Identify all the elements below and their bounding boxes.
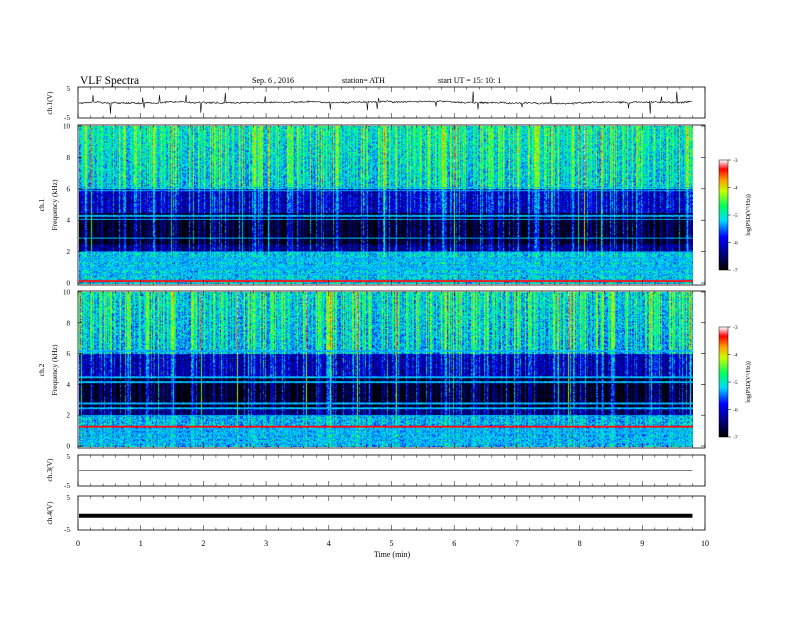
time-tick-label: 10 (701, 539, 709, 548)
time-tick-label: 6 (452, 539, 456, 548)
time-tick-label: 2 (201, 539, 205, 548)
ch2-spectrogram-ytick-tick-label: 10 (63, 289, 71, 297)
ch1-waveform-panel: 5 -5 ch.1(V) (45, 85, 706, 122)
ch3-ytick-top: 5 (67, 453, 71, 461)
ch1-colorbar-label: log(PSD(V²/Hz)) (745, 194, 752, 235)
ch1-spectrogram-ylabel: Frequency (kHz) (50, 179, 59, 231)
ch2-colorbar-tick-label: -6 (733, 408, 738, 414)
ch1-spectrogram-ylabel-prefix: ch.1 (37, 198, 46, 211)
ch2-colorbar-tick-label: -4 (733, 353, 738, 359)
ch1-spectrogram-ytick-tick-label: 0 (67, 280, 71, 288)
time-tick-label: 0 (76, 539, 80, 548)
ch1-colorbar-tick-label: -6 (733, 241, 738, 247)
ch2-spectrogram-ytick-tick-label: 4 (67, 381, 71, 389)
time-tick-label: 9 (640, 539, 644, 548)
ch1-spectrogram-yaxis: 0 2 4 6 8 10 (63, 123, 705, 288)
date-label: Sep. 6 , 2016 (252, 76, 294, 85)
time-tick-label: 8 (578, 539, 582, 548)
ch1-ytick-bottom: -5 (64, 114, 70, 122)
ch2-colorbar (719, 327, 728, 437)
ch1-colorbar-tick-label: -5 (733, 213, 738, 219)
time-tick-label: 5 (390, 539, 394, 548)
ch3-waveform-ylabel: ch.3(V) (45, 458, 54, 482)
ch1-spectrogram-ytick-tick-label: 4 (67, 217, 71, 225)
ch1-colorbar-tick-label: -7 (733, 268, 738, 274)
ch2-spectrogram-image (79, 292, 693, 447)
ch2-colorbar-tick-label: -3 (733, 325, 738, 331)
ch2-colorbar-tick-label: -5 (733, 380, 738, 386)
time-tick-label: 7 (515, 539, 519, 548)
ch1-colorbar (719, 160, 728, 270)
ch1-colorbar-tick-label: -3 (733, 158, 738, 164)
ch1-spectrogram-ytick-tick-label: 6 (67, 185, 71, 193)
ch2-spectrogram-yaxis: 0 2 4 6 8 10 (63, 289, 705, 451)
ch2-spectrogram-ytick-tick-label: 0 (67, 443, 71, 451)
ch3-waveform-panel: 5 -5 ch.3(V) (45, 453, 706, 490)
ch2-colorbar-label: log(PSD(V²/Hz)) (745, 361, 752, 402)
time-axis: 0 1 2 3 4 5 6 7 8 9 10 (76, 87, 709, 548)
figure-title: VLF Spectra (80, 75, 139, 87)
ch2-spectrogram-ytick-tick-label: 8 (67, 319, 71, 327)
ch2-spectrogram-ylabel: Frequency (kHz) (50, 344, 59, 396)
ch2-colorbar-axis: -3 -4 -5 -6 -7 (728, 325, 738, 441)
time-tick-label: 4 (327, 539, 331, 548)
ch3-ytick-bottom: -5 (64, 482, 70, 490)
ch1-waveform-ylabel: ch.1(V) (45, 91, 54, 115)
ch1-colorbar-tick-label: -4 (733, 186, 738, 192)
ch1-spectrogram-ytick-tick-label: 2 (67, 248, 71, 256)
ch2-spectrogram-ytick-tick-label: 2 (67, 412, 71, 420)
ch4-ytick-bottom: -5 (64, 526, 70, 534)
time-tick-label: 1 (139, 539, 143, 548)
ch1-spectrogram-ytick-tick-label: 8 (67, 154, 71, 162)
ch4-waveform-panel: 5 -5 ch.4(V) (45, 494, 706, 534)
start-time-label: start UT = 15: 10: 1 (438, 76, 501, 85)
ch2-colorbar-tick-label: -7 (733, 435, 738, 441)
station-label: station= ATH (342, 76, 385, 85)
ch1-ytick-top: 5 (67, 85, 71, 93)
ch4-waveform-ylabel: ch.4(V) (45, 501, 54, 525)
ch2-spectrogram-ytick-tick-label: 6 (67, 350, 71, 358)
time-axis-label: Time (min) (374, 550, 411, 559)
ch4-ytick-top: 5 (67, 494, 71, 502)
time-tick-label: 3 (264, 539, 268, 548)
ch1-waveform-trace (78, 91, 693, 114)
ch4-waveform-frame (77, 495, 706, 531)
ch2-spectrogram-ylabel-prefix: ch.2 (37, 363, 46, 376)
ch1-colorbar-axis: -3 -4 -5 -6 -7 (728, 158, 738, 274)
ch1-spectrogram-ytick-tick-label: 10 (63, 123, 71, 131)
ch1-spectrogram-image (79, 126, 693, 284)
